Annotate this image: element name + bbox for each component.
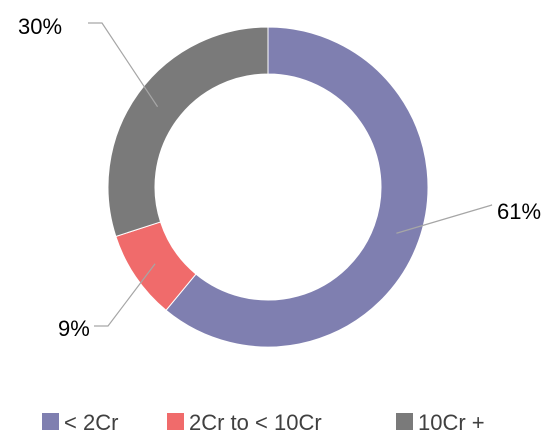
slice-10cr — [107, 26, 269, 238]
legend-item-2cr: < 2Cr — [42, 410, 118, 435]
leader-line-2cr — [396, 204, 493, 234]
legend-swatch-10cr — [396, 413, 413, 430]
data-label-10cr: 30% — [18, 14, 62, 39]
legend-item-10cr: 10Cr + — [396, 410, 485, 435]
legend-label-2cr-to-10cr: 2Cr to < 10Cr — [189, 410, 322, 435]
legend-label-2cr: < 2Cr — [64, 410, 118, 435]
leader-line-10cr — [88, 22, 159, 108]
legend: < 2Cr 2Cr to < 10Cr 10Cr + — [42, 410, 485, 435]
leader-line-2cr-to-10cr — [94, 263, 156, 327]
legend-swatch-2cr-to-10cr — [167, 413, 184, 430]
legend-swatch-2cr — [42, 413, 59, 430]
data-label-2cr: 61% — [497, 199, 541, 224]
donut-slices — [107, 26, 429, 348]
data-label-2cr-to-10cr: 9% — [58, 316, 90, 341]
slice-2cr — [165, 26, 429, 348]
legend-item-2cr-to-10cr: 2Cr to < 10Cr — [167, 410, 322, 435]
legend-label-10cr: 10Cr + — [418, 410, 485, 435]
leader-lines — [88, 22, 493, 327]
data-labels: 61% 9% 30% — [18, 14, 541, 341]
